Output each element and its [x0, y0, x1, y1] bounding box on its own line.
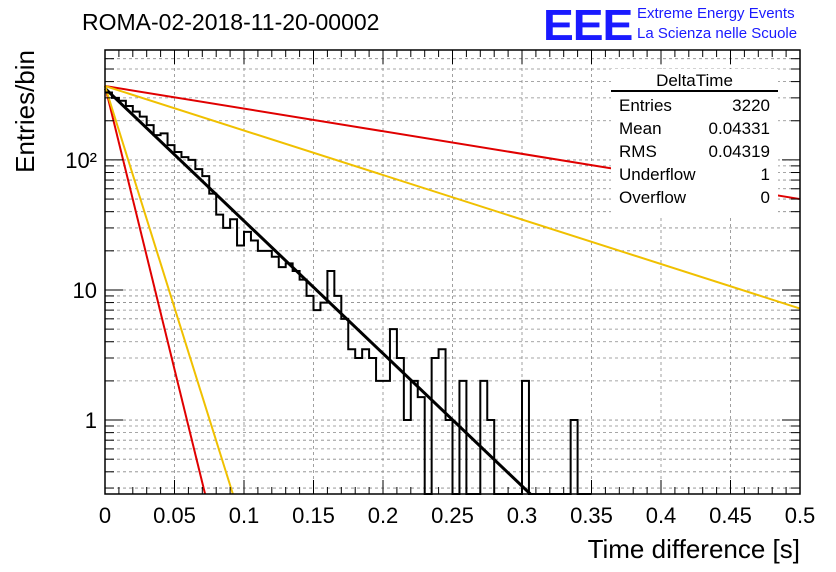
- stats-label: Underflow: [619, 165, 696, 184]
- stats-value: 3220: [732, 96, 770, 115]
- y-tick-label: 1: [85, 408, 97, 433]
- y-tick-label: 10: [73, 278, 97, 303]
- stats-value: 0.04331: [709, 119, 770, 138]
- x-tick-label: 0.2: [368, 503, 399, 528]
- x-tick-label: 0.15: [292, 503, 335, 528]
- x-axis-title: Time difference [s]: [588, 534, 800, 564]
- stats-box-title: DeltaTime: [656, 71, 733, 90]
- stats-value: 1: [761, 165, 770, 184]
- fit-line-3: [104, 85, 801, 310]
- plot-title: ROMA-02-2018-11-20-00002: [82, 9, 380, 35]
- x-tick-label: 0: [99, 503, 111, 528]
- y-axis-title: Entries/bin: [10, 50, 40, 173]
- x-tick-label: 0.1: [229, 503, 260, 528]
- logo-line-1: Extreme Energy Events: [637, 5, 795, 22]
- stats-label: Overflow: [619, 188, 687, 207]
- fit-line-4: [104, 85, 207, 495]
- stats-label: Entries: [619, 96, 672, 115]
- fit-line-5: [104, 85, 234, 495]
- x-tick-label: 0.25: [431, 503, 474, 528]
- y-tick-label: 10²: [65, 148, 97, 173]
- x-tick-label: 0.45: [709, 503, 752, 528]
- x-tick-label: 0.05: [153, 503, 196, 528]
- stats-label: Mean: [619, 119, 662, 138]
- x-tick-label: 0.4: [646, 503, 677, 528]
- x-tick-label: 0.35: [570, 503, 613, 528]
- stats-label: RMS: [619, 142, 657, 161]
- eee-logo-caption: Extreme Energy Events La Scienza nelle S…: [637, 4, 797, 44]
- stats-box: [611, 69, 778, 216]
- eee-logo: EEE: [543, 1, 633, 50]
- x-tick-label: 0.3: [507, 503, 538, 528]
- logo-line-2: La Scienza nelle Scuole: [637, 25, 798, 42]
- stats-value: 0: [761, 188, 770, 207]
- histogram-steps: [105, 91, 592, 495]
- x-tick-label: 0.5: [785, 503, 816, 528]
- stats-value: 0.04319: [709, 142, 770, 161]
